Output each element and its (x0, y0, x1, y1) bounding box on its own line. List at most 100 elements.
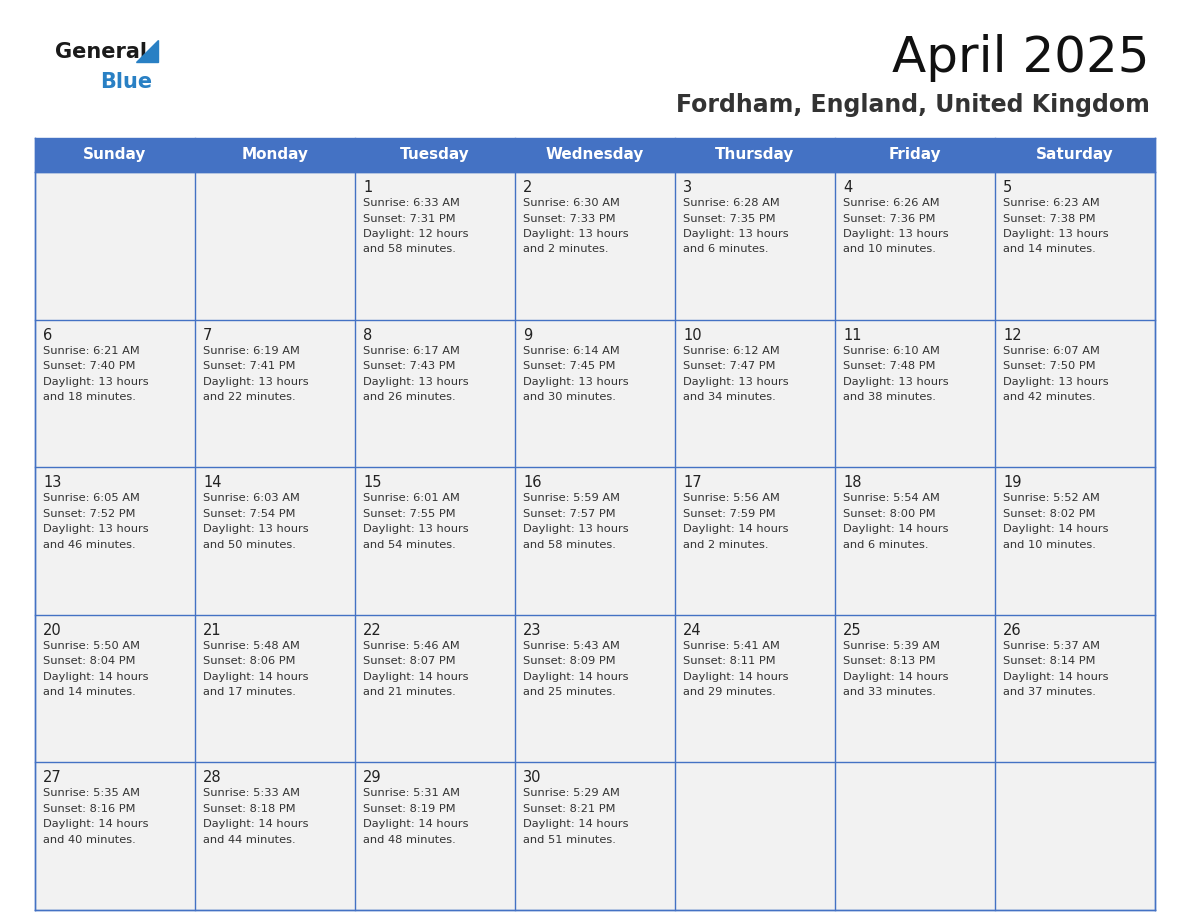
Text: 21: 21 (203, 622, 222, 638)
Text: and 26 minutes.: and 26 minutes. (364, 392, 456, 402)
Text: Sunset: 8:13 PM: Sunset: 8:13 PM (843, 656, 936, 666)
Text: 1: 1 (364, 180, 372, 195)
Bar (516, 763, 675, 910)
Text: and 10 minutes.: and 10 minutes. (843, 244, 936, 254)
Text: Daylight: 14 hours: Daylight: 14 hours (43, 820, 148, 829)
Text: Sunset: 7:38 PM: Sunset: 7:38 PM (1003, 214, 1095, 223)
Text: Sunset: 8:09 PM: Sunset: 8:09 PM (523, 656, 615, 666)
Text: Daylight: 14 hours: Daylight: 14 hours (683, 672, 789, 682)
Text: Sunset: 7:35 PM: Sunset: 7:35 PM (683, 214, 776, 223)
Bar (355, 763, 516, 910)
Text: and 10 minutes.: and 10 minutes. (1003, 540, 1095, 550)
Text: and 30 minutes.: and 30 minutes. (523, 392, 615, 402)
Text: Sunrise: 5:59 AM: Sunrise: 5:59 AM (523, 493, 620, 503)
Bar (835, 467, 996, 615)
Text: Sunrise: 5:33 AM: Sunrise: 5:33 AM (203, 789, 301, 799)
Text: and 50 minutes.: and 50 minutes. (203, 540, 296, 550)
Polygon shape (135, 40, 158, 62)
Text: and 6 minutes.: and 6 minutes. (683, 244, 769, 254)
Text: 19: 19 (1003, 476, 1022, 490)
Text: 10: 10 (683, 328, 702, 342)
Text: Sunset: 8:06 PM: Sunset: 8:06 PM (203, 656, 296, 666)
Text: Daylight: 14 hours: Daylight: 14 hours (1003, 672, 1108, 682)
Bar (195, 172, 355, 319)
Text: 27: 27 (43, 770, 62, 786)
Text: Sunset: 7:52 PM: Sunset: 7:52 PM (43, 509, 135, 519)
Bar (355, 319, 516, 467)
Text: Monday: Monday (241, 148, 309, 162)
Text: 7: 7 (203, 328, 213, 342)
Text: Sunset: 7:48 PM: Sunset: 7:48 PM (843, 361, 935, 371)
Text: 3: 3 (683, 180, 693, 195)
Bar (675, 615, 835, 763)
Text: and 40 minutes.: and 40 minutes. (43, 834, 135, 845)
Text: Daylight: 14 hours: Daylight: 14 hours (523, 820, 628, 829)
Text: Sunset: 7:57 PM: Sunset: 7:57 PM (523, 509, 615, 519)
Text: Daylight: 14 hours: Daylight: 14 hours (523, 672, 628, 682)
Text: and 22 minutes.: and 22 minutes. (203, 392, 296, 402)
Text: Daylight: 13 hours: Daylight: 13 hours (523, 229, 628, 239)
Text: and 58 minutes.: and 58 minutes. (364, 244, 456, 254)
Text: Sunset: 8:07 PM: Sunset: 8:07 PM (364, 656, 456, 666)
Text: and 44 minutes.: and 44 minutes. (203, 834, 296, 845)
Bar (355, 172, 516, 319)
Text: 26: 26 (1003, 622, 1022, 638)
Bar (34, 138, 1155, 172)
Text: Saturday: Saturday (1036, 148, 1114, 162)
Text: and 25 minutes.: and 25 minutes. (523, 688, 615, 698)
Bar (675, 319, 835, 467)
Text: 5: 5 (1003, 180, 1012, 195)
Text: Sunrise: 6:30 AM: Sunrise: 6:30 AM (523, 198, 620, 208)
Text: Sunrise: 6:28 AM: Sunrise: 6:28 AM (683, 198, 779, 208)
Text: Sunrise: 6:33 AM: Sunrise: 6:33 AM (364, 198, 460, 208)
Text: Sunset: 7:54 PM: Sunset: 7:54 PM (203, 509, 296, 519)
Text: Sunset: 7:59 PM: Sunset: 7:59 PM (683, 509, 776, 519)
Text: Daylight: 13 hours: Daylight: 13 hours (43, 524, 148, 534)
Text: Daylight: 14 hours: Daylight: 14 hours (364, 672, 468, 682)
Text: Sunrise: 5:31 AM: Sunrise: 5:31 AM (364, 789, 460, 799)
Text: Sunset: 7:43 PM: Sunset: 7:43 PM (364, 361, 455, 371)
Text: 17: 17 (683, 476, 702, 490)
Bar (34, 319, 195, 467)
Text: and 2 minutes.: and 2 minutes. (523, 244, 608, 254)
Text: General: General (55, 42, 147, 62)
Text: Daylight: 13 hours: Daylight: 13 hours (1003, 376, 1108, 386)
Bar (516, 172, 675, 319)
Text: Sunset: 7:55 PM: Sunset: 7:55 PM (364, 509, 456, 519)
Text: and 48 minutes.: and 48 minutes. (364, 834, 456, 845)
Text: Thursday: Thursday (715, 148, 795, 162)
Text: 15: 15 (364, 476, 381, 490)
Text: 9: 9 (523, 328, 532, 342)
Text: Daylight: 14 hours: Daylight: 14 hours (203, 672, 309, 682)
Text: and 21 minutes.: and 21 minutes. (364, 688, 456, 698)
Text: Sunrise: 6:01 AM: Sunrise: 6:01 AM (364, 493, 460, 503)
Text: and 18 minutes.: and 18 minutes. (43, 392, 135, 402)
Text: Sunrise: 5:43 AM: Sunrise: 5:43 AM (523, 641, 620, 651)
Text: 29: 29 (364, 770, 381, 786)
Text: Sunrise: 5:52 AM: Sunrise: 5:52 AM (1003, 493, 1100, 503)
Bar (34, 763, 195, 910)
Text: Sunset: 7:36 PM: Sunset: 7:36 PM (843, 214, 935, 223)
Text: Sunset: 8:00 PM: Sunset: 8:00 PM (843, 509, 936, 519)
Bar (516, 615, 675, 763)
Bar (996, 172, 1155, 319)
Text: Sunrise: 6:03 AM: Sunrise: 6:03 AM (203, 493, 299, 503)
Text: 16: 16 (523, 476, 542, 490)
Text: 28: 28 (203, 770, 222, 786)
Text: Daylight: 13 hours: Daylight: 13 hours (203, 524, 309, 534)
Text: Sunrise: 6:07 AM: Sunrise: 6:07 AM (1003, 345, 1100, 355)
Text: Daylight: 13 hours: Daylight: 13 hours (843, 229, 949, 239)
Text: April 2025: April 2025 (892, 34, 1150, 82)
Text: 23: 23 (523, 622, 542, 638)
Bar (675, 763, 835, 910)
Text: Sunset: 7:45 PM: Sunset: 7:45 PM (523, 361, 615, 371)
Text: Sunset: 8:11 PM: Sunset: 8:11 PM (683, 656, 776, 666)
Text: Daylight: 14 hours: Daylight: 14 hours (843, 672, 948, 682)
Text: Sunday: Sunday (83, 148, 146, 162)
Text: 8: 8 (364, 328, 372, 342)
Text: 2: 2 (523, 180, 532, 195)
Text: Sunrise: 5:35 AM: Sunrise: 5:35 AM (43, 789, 140, 799)
Text: Sunrise: 5:48 AM: Sunrise: 5:48 AM (203, 641, 299, 651)
Text: 13: 13 (43, 476, 62, 490)
Text: Sunrise: 6:23 AM: Sunrise: 6:23 AM (1003, 198, 1100, 208)
